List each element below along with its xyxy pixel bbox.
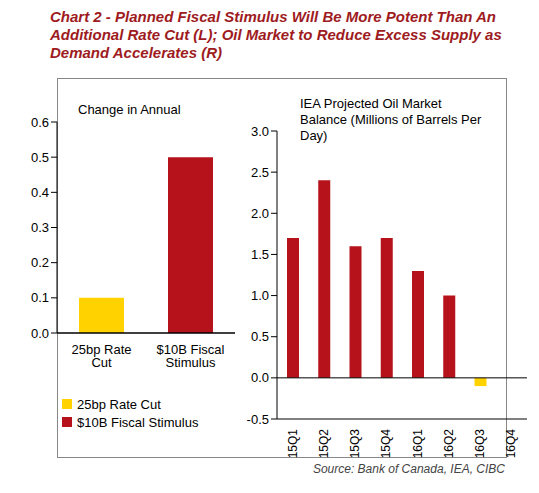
svg-text:0.4: 0.4 [31,185,49,200]
svg-text:15Q4: 15Q4 [379,429,393,459]
svg-text:1.0: 1.0 [251,288,269,303]
html-text:Chart 2 - Planned Fiscal Stimu: Chart 2 - Planned Fiscal Stimulus Will B… [50,8,502,61]
svg-text:16Q4: 16Q4 [504,429,518,459]
svg-text:2.0: 2.0 [251,206,269,221]
svg-text:$10B FiscalStimulus: $10B FiscalStimulus [157,342,225,370]
svg-text:15Q2: 15Q2 [317,429,331,459]
svg-text:0.5: 0.5 [251,329,269,344]
html-text:IEA Projected Oil Market Balan: IEA Projected Oil Market Balance (Millio… [300,96,482,143]
svg-text:16Q2: 16Q2 [442,429,456,459]
svg-text:0.1: 0.1 [31,290,49,305]
svg-text:2.5: 2.5 [251,165,269,180]
svg-text:0.5: 0.5 [31,150,49,165]
svg-text:16Q3: 16Q3 [473,429,487,459]
svg-text:0.2: 0.2 [31,255,49,270]
html-text:Change in Annual: Change in Annual [78,102,181,117]
html-text:$10B Fiscal Stimulus: $10B Fiscal Stimulus [77,414,199,430]
svg-text:0.3: 0.3 [31,220,49,235]
html-text:Source: Bank of Canada, IEA, C: Source: Bank of Canada, IEA, CIBC [312,462,505,476]
svg-text:-0.5: -0.5 [247,412,269,427]
svg-text:0.0: 0.0 [31,326,49,341]
svg-text:16Q1: 16Q1 [411,429,425,459]
html-text:25bp Rate Cut: 25bp Rate Cut [77,396,161,412]
svg-text:0.0: 0.0 [251,370,269,385]
svg-text:3.0: 3.0 [251,124,269,139]
svg-text:25bp RateCut: 25bp RateCut [72,342,132,370]
svg-text:0.6: 0.6 [31,115,49,130]
svg-text:1.5: 1.5 [251,247,269,262]
svg-text:15Q3: 15Q3 [348,429,362,459]
svg-text:15Q1: 15Q1 [286,429,300,459]
